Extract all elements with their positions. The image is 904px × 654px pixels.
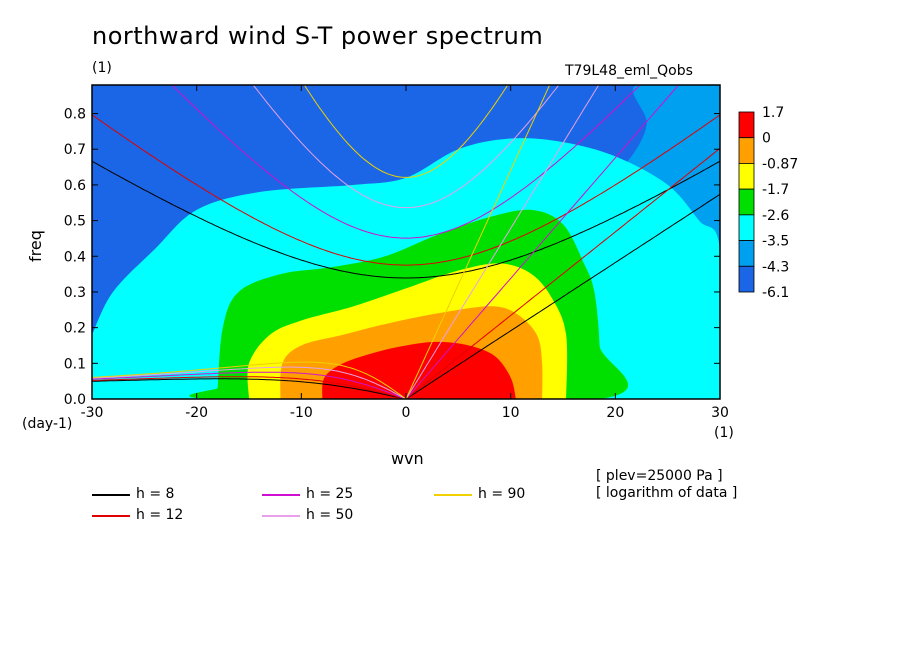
legend-label-h25: h = 25 [306,486,354,502]
x-tick-label: -30 [81,405,104,421]
colorbar-label: -6.1 [762,285,789,301]
colorbar-label: -1.7 [762,182,789,198]
colorbar-swatch [738,163,755,190]
legend-swatch-h8 [92,494,130,496]
x-tick-label: 0 [402,405,411,421]
units-label: (1) [92,60,112,76]
x-tick-label: 20 [606,405,624,421]
note-plev: [ plev=25000 Pa ] [596,468,723,484]
colorbar-swatch [738,265,755,293]
dispersion-kelvin-h50 [405,85,600,399]
x-axis-label: wvn [391,449,424,468]
y-tick-label: 0.2 [64,321,86,337]
colorbar-swatch [738,111,755,139]
legend-swatch-h12 [92,515,130,517]
y-axis-label: freq [26,230,45,262]
dispersion-rossby-h25 [92,371,407,399]
colorbar-label: 0 [762,131,771,147]
legend-label-h8: h = 8 [136,486,175,502]
legend-swatch-h25 [262,494,300,496]
y-tick-label: 0.1 [64,356,86,372]
dispersion-inertia-gravity-h8 [92,160,720,279]
y-tick-label: 0.6 [64,178,86,194]
dispersion-inertia-gravity-h90 [303,85,509,178]
y-unit-label: (day-1) [22,416,73,432]
legend-swatch-h50 [262,515,300,517]
colorbar-label: -2.6 [762,208,789,224]
colorbar-label: -0.87 [762,156,798,172]
colorbar-label: -4.3 [762,259,789,275]
dispersion-inertia-gravity-h50 [252,85,560,209]
dispersion-rossby-h8 [92,378,407,399]
note-log: [ logarithm of data ] [596,485,738,501]
dispersion-kelvin-h8 [405,193,720,399]
y-tick-label: 0.4 [64,249,86,265]
dispersion-rossby-h50 [92,366,407,399]
y-tick-label: 0.5 [64,214,86,230]
legend-swatch-h90 [434,494,472,496]
chart-title: northward wind S-T power spectrum [92,22,544,50]
dispersion-inertia-gravity-h12 [92,114,720,266]
dispersion-kelvin-h12 [405,147,720,399]
colorbar-swatch [738,137,755,164]
colorbar-swatch [738,188,755,216]
legend-label-h12: h = 12 [136,507,184,523]
dispersion-inertia-gravity-h25 [171,85,641,239]
x-unit-label: (1) [714,425,734,441]
y-tick-label: 0.0 [64,392,86,408]
legend-label-h50: h = 50 [306,507,354,523]
y-tick-label: 0.3 [64,285,86,301]
x-tick-label: -10 [290,405,313,421]
legend-label-h90: h = 90 [478,486,526,502]
colorbar-label: -3.5 [762,234,789,250]
y-tick-label: 0.7 [64,142,86,158]
x-tick-label: 30 [711,405,729,421]
dispersion-rossby-h12 [92,376,407,399]
dispersion-kelvin-h90 [405,85,551,399]
y-tick-label: 0.8 [64,107,86,123]
colorbar-label: 1.7 [762,105,784,121]
colorbar-swatch [738,214,755,241]
x-tick-label: -20 [185,405,208,421]
colorbar-swatch [738,240,755,267]
x-tick-label: 10 [502,405,520,421]
run-label: T79L48_eml_Qobs [565,63,693,79]
dispersion-kelvin-h25 [405,85,680,399]
dispersion-rossby-h90 [92,361,407,399]
